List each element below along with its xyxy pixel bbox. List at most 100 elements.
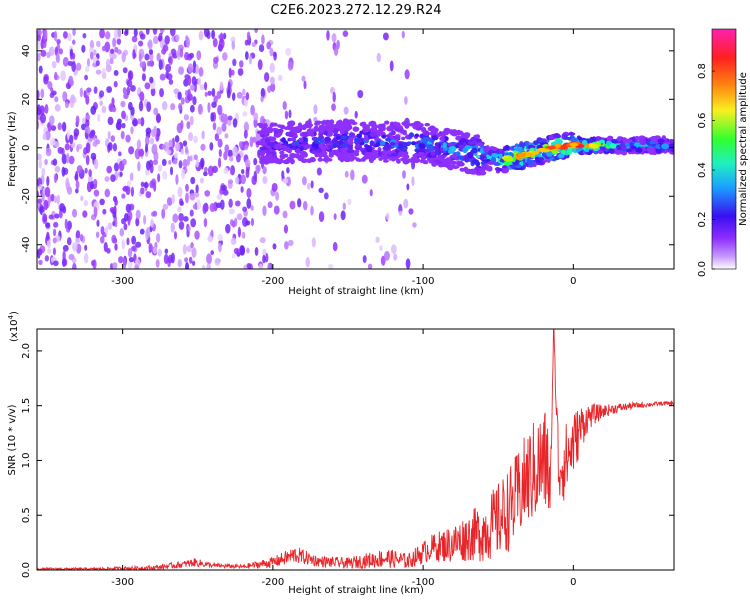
spectrogram-cell	[608, 148, 615, 154]
spectrogram-cell	[68, 155, 75, 165]
spectrogram-cell	[37, 41, 41, 50]
spectrogram-cell	[201, 264, 206, 269]
spectrogram-cell	[621, 137, 628, 142]
spectrogram-cell	[566, 149, 573, 155]
spectrogram-cell	[179, 48, 184, 58]
spectrogram-cell	[393, 155, 398, 161]
spectrogram-cell	[64, 143, 70, 151]
spectrogram-cell	[132, 48, 136, 60]
spectrogram-cell	[621, 144, 627, 150]
spectrogram-cell	[177, 91, 182, 101]
spectrogram-cell	[121, 51, 126, 63]
spectrogram-cell	[231, 92, 236, 101]
spectrogram-cell	[396, 158, 401, 164]
spectrogram-cell	[342, 202, 346, 211]
spectrogram-cell	[138, 100, 144, 112]
spectrogram-cell	[227, 115, 233, 121]
spectrogram-cell	[402, 153, 407, 158]
spectrogram-cell	[200, 159, 204, 170]
spectrogram-cell	[244, 159, 251, 168]
spectrogram-cell	[72, 208, 78, 218]
snr-y-tick-label: 1.5	[21, 398, 32, 414]
spectrogram-cell	[75, 170, 79, 181]
spectrogram-cell	[528, 159, 535, 166]
spectrogram-cell	[82, 210, 88, 218]
spectrogram-cell	[183, 114, 190, 121]
spectrogram-cell	[635, 135, 640, 141]
spectrogram-cell	[37, 89, 40, 100]
spectrogram-peak	[560, 144, 567, 149]
spectrogram-cell	[40, 113, 46, 124]
spectrogram-cell	[412, 153, 419, 158]
spectrogram-cell	[309, 156, 316, 163]
snr-frame	[36, 328, 675, 571]
spectrogram-cell	[434, 142, 440, 147]
spectrogram-cell	[138, 53, 142, 63]
spectrogram-peak	[540, 148, 551, 153]
spectrogram-cell	[37, 198, 43, 204]
spectrogram-cell	[369, 131, 378, 137]
spectrogram-cell	[224, 133, 229, 139]
spectrogram-cell	[218, 38, 225, 49]
spectrogram-frame	[36, 28, 675, 270]
spectrogram-cell	[249, 136, 254, 148]
spectrogram-cell	[43, 29, 48, 40]
spectrogram-cell	[273, 157, 281, 164]
spectrogram-cell	[80, 195, 84, 202]
spectrogram-cell	[75, 237, 81, 244]
spectrogram-cell	[354, 110, 358, 119]
spectrogram-cell	[275, 191, 280, 201]
spectrogram-cell	[360, 157, 366, 162]
spectrogram-cell	[287, 239, 294, 247]
spectrogram-cell	[153, 107, 159, 116]
spectrogram-cell	[386, 125, 394, 132]
spectrogram-cell	[53, 195, 58, 203]
spectrogram-cell	[229, 155, 234, 162]
spectrogram-cell	[95, 60, 100, 67]
spectrogram-cell	[354, 141, 359, 146]
spectrogram-cell	[90, 181, 94, 190]
spectrogram-cell	[358, 137, 365, 143]
spectrogram-cell	[386, 212, 390, 221]
spectrogram-cell	[315, 148, 323, 153]
spectrogram-cell	[69, 134, 74, 145]
spectrogram-cell	[244, 144, 249, 151]
spectrogram-cell	[93, 158, 99, 170]
spectrogram-cell	[192, 204, 198, 210]
spectrogram-cell	[121, 158, 127, 166]
spectrogram-cell	[119, 171, 123, 177]
spectrogram-cell	[185, 146, 189, 154]
spectrogram-cell	[180, 97, 185, 105]
spectrogram-cell	[350, 121, 358, 126]
snr-x-tick-label: -200	[262, 577, 285, 588]
spectrogram-cell	[168, 139, 174, 147]
spectrogram-cell	[116, 118, 122, 125]
spectrogram-cell	[145, 143, 149, 153]
spectrogram-cell	[170, 252, 175, 264]
spectrogram-cell	[184, 257, 189, 263]
spectrogram-cell	[182, 158, 188, 168]
spectrogram-cell	[321, 121, 326, 126]
spectrogram-cell	[152, 29, 158, 35]
spectrogram-cell	[76, 165, 83, 174]
spectrogram-cell	[213, 95, 218, 104]
spectrogram-cell	[258, 44, 265, 53]
spectrogram-cell	[171, 194, 176, 204]
spectrogram-cell	[110, 135, 115, 142]
spectrogram-cell	[81, 44, 86, 53]
spectrogram-cell	[38, 65, 43, 74]
spectrogram-cell	[102, 208, 107, 215]
spectrogram-cell	[269, 62, 275, 73]
spectrogram-cell	[217, 233, 224, 242]
spectrogram-cell	[242, 88, 246, 96]
spectrogram-peak	[549, 145, 556, 150]
spectrogram-cell	[262, 205, 267, 217]
spectrogram-cell	[146, 60, 151, 67]
spectrogram-cell	[125, 203, 132, 213]
spectrogram-cell	[457, 162, 465, 167]
spectrogram-cell	[124, 29, 129, 35]
spectrogram-cell	[110, 174, 116, 182]
spectrogram-cell	[131, 35, 138, 43]
spectrogram-cell	[227, 149, 234, 158]
spectrogram-cell	[117, 29, 122, 38]
